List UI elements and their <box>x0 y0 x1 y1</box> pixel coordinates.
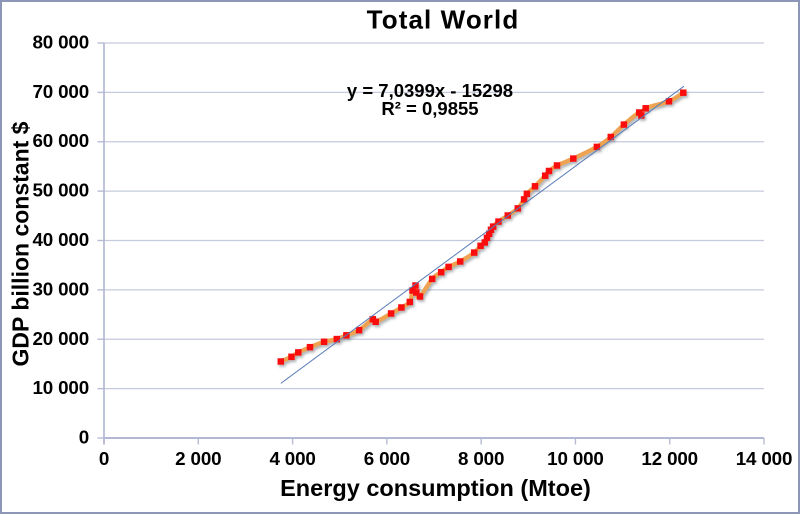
svg-text:80 000: 80 000 <box>32 32 89 53</box>
svg-text:30 000: 30 000 <box>32 278 89 299</box>
svg-text:10 000: 10 000 <box>32 377 89 398</box>
svg-text:8 000: 8 000 <box>458 448 504 469</box>
svg-text:GDP billion constant $: GDP billion constant $ <box>8 121 34 366</box>
svg-text:60 000: 60 000 <box>32 130 89 151</box>
svg-text:10 000: 10 000 <box>547 448 604 469</box>
svg-text:y = 7,0399x - 15298: y = 7,0399x - 15298 <box>347 80 513 101</box>
svg-text:0: 0 <box>99 448 109 469</box>
svg-text:50 000: 50 000 <box>32 180 89 201</box>
svg-text:2 000: 2 000 <box>175 448 221 469</box>
svg-text:Total World: Total World <box>367 5 520 35</box>
svg-text:12 000: 12 000 <box>641 448 698 469</box>
svg-text:6 000: 6 000 <box>364 448 410 469</box>
svg-text:20 000: 20 000 <box>32 328 89 349</box>
svg-text:Energy consumption (Mtoe): Energy consumption (Mtoe) <box>280 475 591 501</box>
svg-text:R² = 0,9855: R² = 0,9855 <box>381 98 478 119</box>
svg-text:40 000: 40 000 <box>32 229 89 250</box>
svg-text:14 000: 14 000 <box>736 448 793 469</box>
svg-text:4 000: 4 000 <box>269 448 315 469</box>
svg-text:70 000: 70 000 <box>32 81 89 102</box>
svg-text:0: 0 <box>79 427 89 448</box>
